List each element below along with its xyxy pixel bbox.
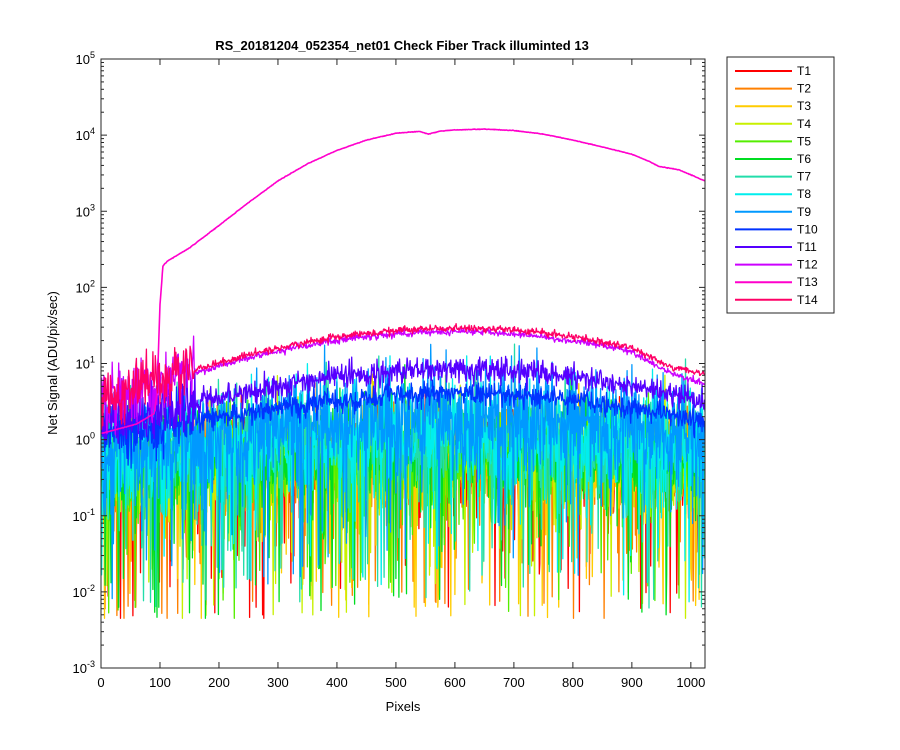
x-tick-label: 900 — [621, 675, 643, 690]
y-tick-exponent: 5 — [90, 50, 95, 60]
x-tick-label: 100 — [149, 675, 171, 690]
series-line-t12 — [101, 326, 705, 435]
legend-label-t10: T10 — [797, 222, 818, 236]
y-tick-exponent: 3 — [90, 202, 95, 212]
x-tick-label: 400 — [326, 675, 348, 690]
y-tick-base: 10 — [73, 509, 87, 524]
y-tick-exponent: 2 — [90, 278, 95, 288]
legend-label-t5: T5 — [797, 134, 811, 148]
x-tick-label: 300 — [267, 675, 289, 690]
legend-label-t11: T11 — [797, 240, 817, 254]
y-tick-base: 10 — [76, 128, 90, 143]
y-tick-label: 102 — [76, 278, 95, 295]
y-tick-label: 105 — [76, 50, 95, 67]
legend-label-t13: T13 — [797, 275, 818, 289]
y-tick-exponent: 0 — [90, 431, 95, 441]
x-tick-label: 1000 — [676, 675, 705, 690]
y-tick-base: 10 — [73, 585, 87, 600]
series-line-t13 — [101, 128, 705, 435]
legend-label-t9: T9 — [797, 205, 811, 219]
x-tick-label: 700 — [503, 675, 525, 690]
legend-box — [726, 56, 835, 314]
y-tick-label: 104 — [76, 126, 95, 143]
y-tick-base: 10 — [76, 204, 90, 219]
series-line-t10 — [101, 378, 705, 469]
legend-label-t2: T2 — [797, 82, 811, 96]
legend-label-t4: T4 — [797, 117, 811, 131]
plot-area — [100, 58, 706, 669]
y-tick-exponent: -2 — [87, 583, 95, 593]
series-line-t11 — [101, 355, 705, 444]
legend: T1 T2 T3 T4 T5 T6 T7 T8 T9 T10 T11 T12 T13 T14 — [726, 56, 835, 314]
y-tick-label: 103 — [76, 202, 95, 219]
y-tick-exponent: -1 — [87, 507, 95, 517]
x-tick-label: 200 — [208, 675, 230, 690]
y-tick-base: 10 — [73, 661, 87, 676]
y-tick-base: 10 — [76, 433, 90, 448]
legend-label-t1: T1 — [797, 64, 811, 78]
legend-label-t7: T7 — [797, 170, 811, 184]
series-layer — [101, 128, 705, 619]
y-tick-label: 10-3 — [73, 659, 95, 676]
x-tick-label: 600 — [444, 675, 466, 690]
x-tick-label: 0 — [97, 675, 104, 690]
legend-label-t8: T8 — [797, 187, 811, 201]
y-tick-exponent: -3 — [87, 659, 95, 669]
y-tick-exponent: 4 — [90, 126, 95, 136]
x-tick-label: 800 — [562, 675, 584, 690]
y-tick-base: 10 — [76, 357, 90, 372]
y-axis-label: Net Signal (ADU/pix/sec) — [45, 291, 60, 435]
legend-label-t12: T12 — [797, 258, 818, 272]
series-line-t14 — [101, 322, 705, 430]
chart-title: RS_20181204_052354_net01 Check Fiber Tra… — [215, 38, 589, 53]
y-tick-exponent: 1 — [90, 355, 95, 365]
legend-label-t3: T3 — [797, 99, 811, 113]
x-tick-label: 500 — [385, 675, 407, 690]
y-tick-base: 10 — [76, 52, 90, 67]
y-tick-label: 10-2 — [73, 583, 95, 600]
y-tick-label: 100 — [76, 431, 95, 448]
y-tick-label: 10-1 — [73, 507, 95, 524]
legend-label-t14: T14 — [797, 293, 818, 307]
x-axis-label: Pixels — [386, 699, 421, 714]
legend-label-t6: T6 — [797, 152, 811, 166]
y-tick-label: 101 — [76, 355, 95, 372]
y-tick-base: 10 — [76, 280, 90, 295]
